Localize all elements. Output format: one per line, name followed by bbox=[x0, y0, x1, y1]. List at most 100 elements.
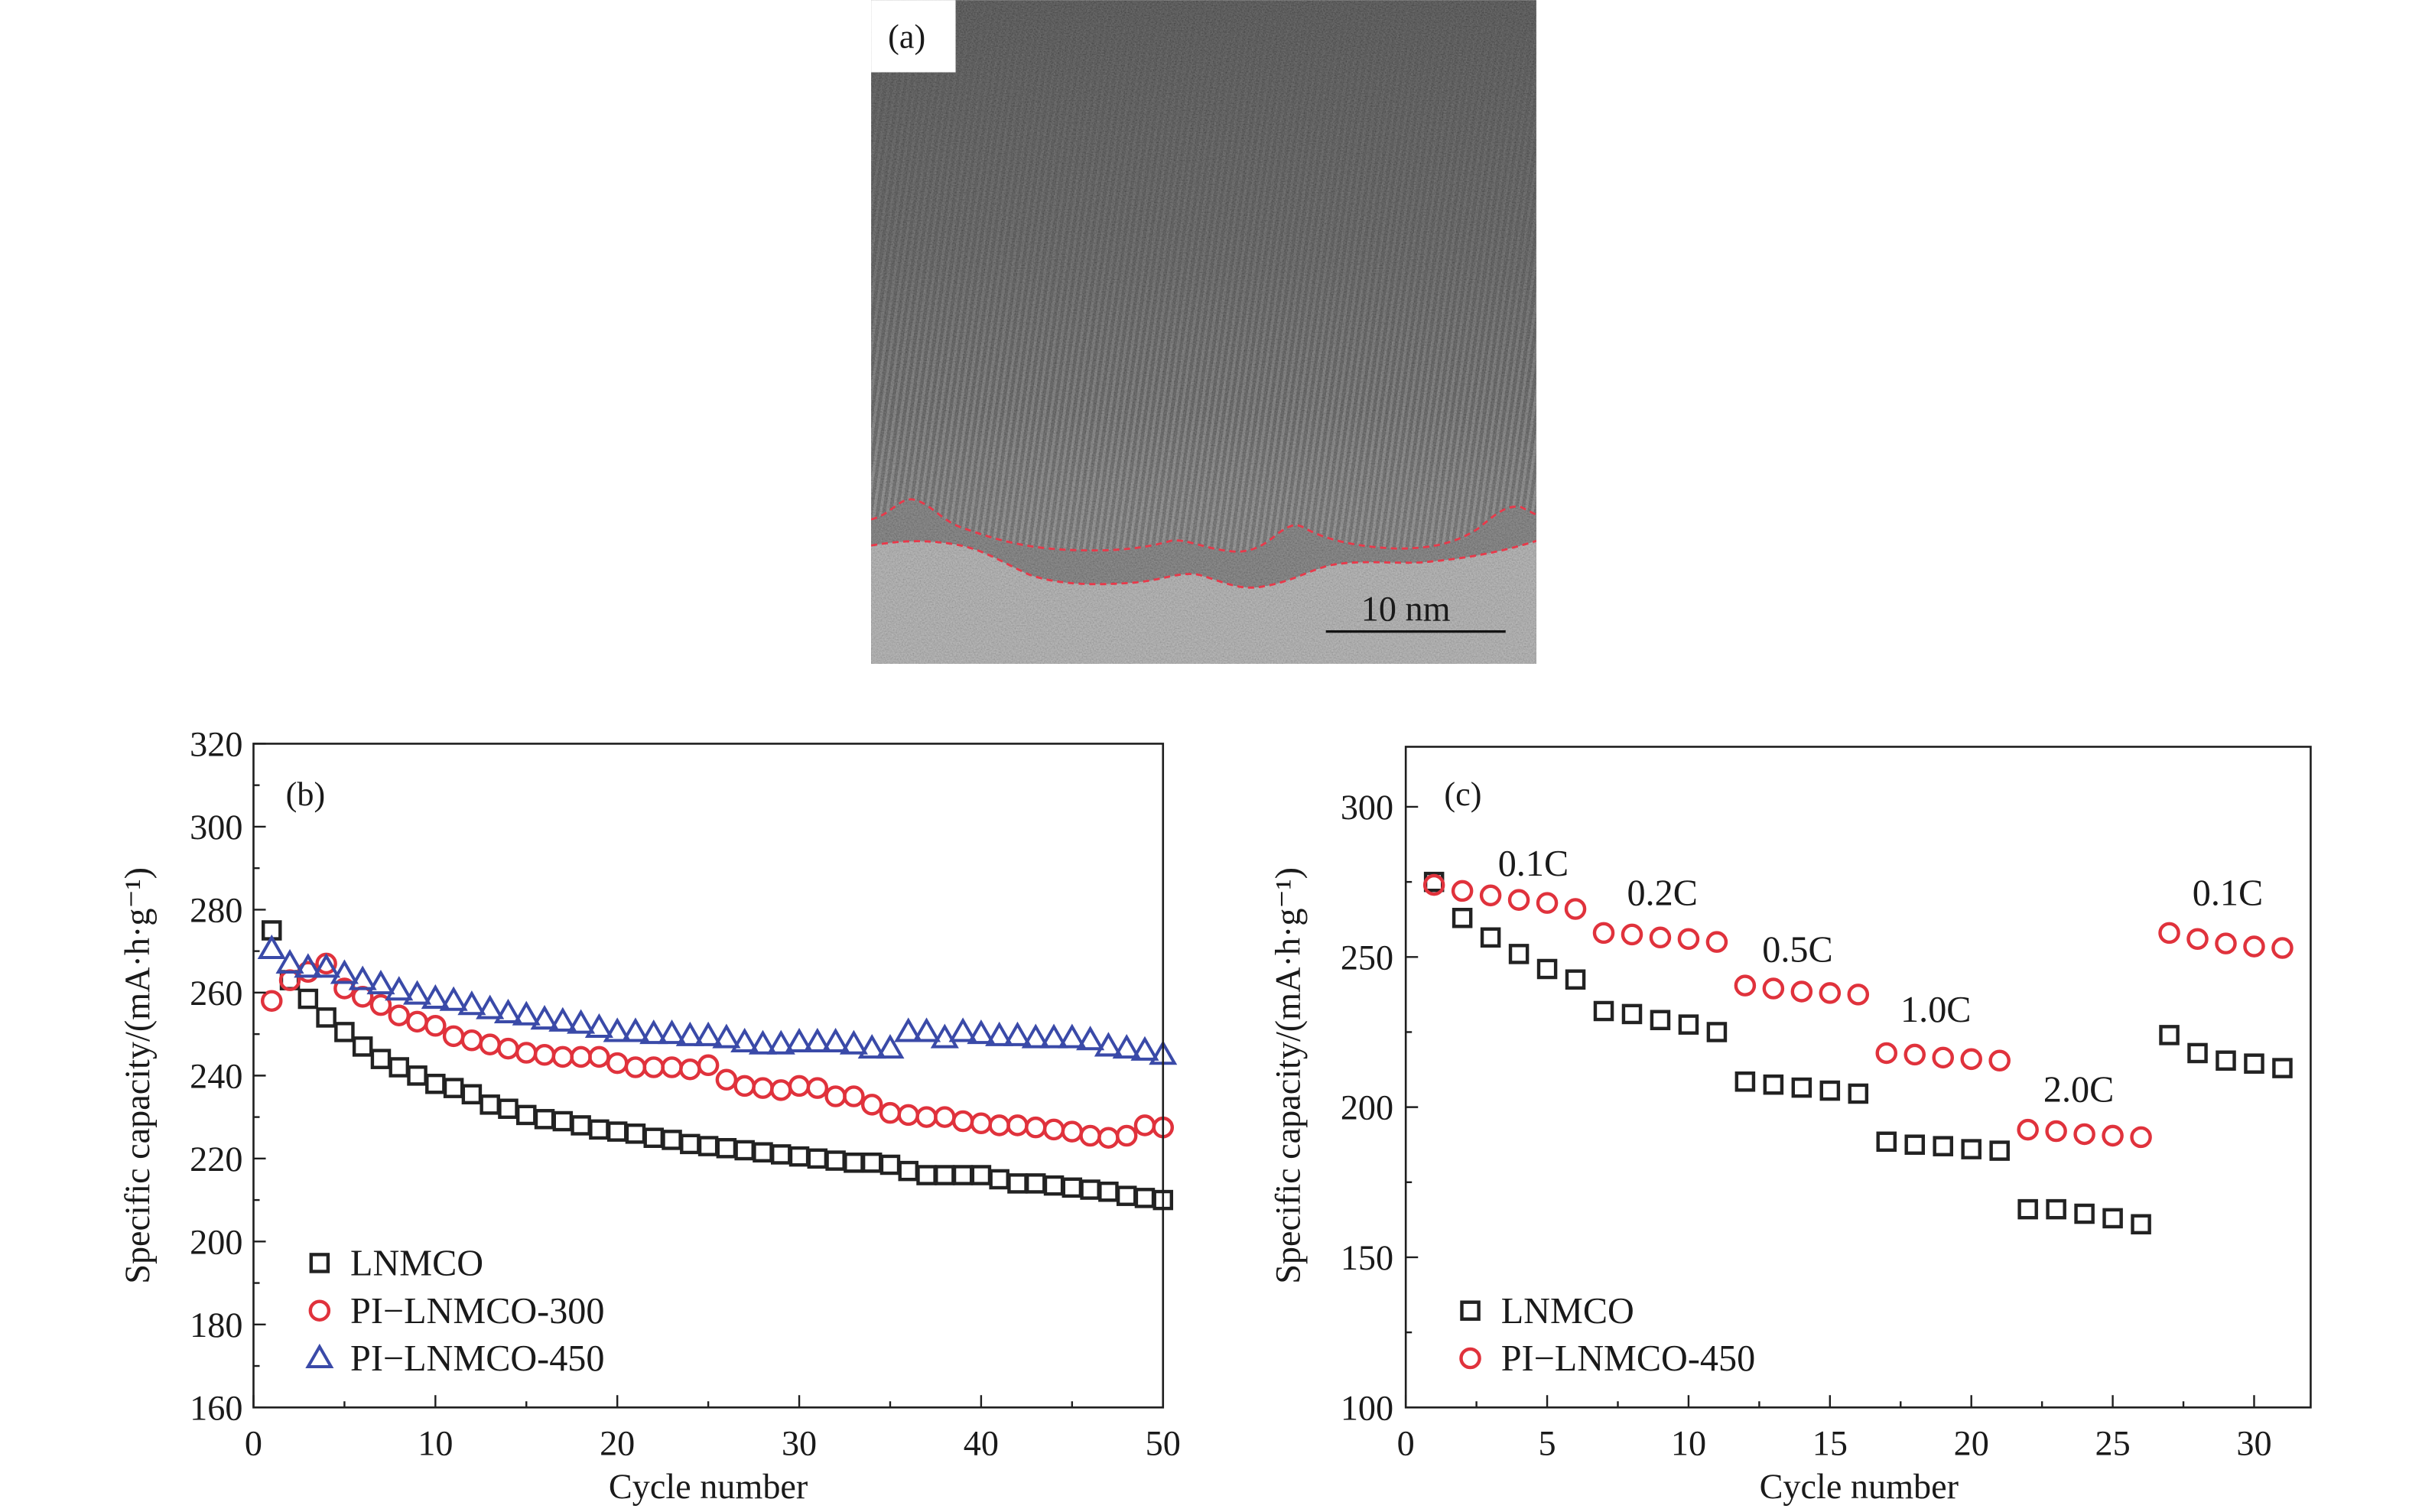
y-tick-label: 260 bbox=[190, 974, 242, 1013]
data-point-lnmco bbox=[2074, 1203, 2095, 1224]
data-point-lnmco bbox=[1791, 1077, 1812, 1098]
data-point-pi-lnmco-450 bbox=[2271, 937, 2294, 959]
chart-b-cycling: (b) Cycle number Specific capacity/(mA·h… bbox=[118, 724, 1181, 1505]
y-tick-label: 250 bbox=[1341, 938, 1393, 977]
data-point-pi-lnmco-450 bbox=[348, 965, 377, 990]
x-tick-label: 15 bbox=[1812, 1424, 1848, 1463]
y-tick-label: 300 bbox=[190, 808, 242, 847]
data-point-pi-lnmco-450 bbox=[312, 953, 341, 978]
data-point-lnmco bbox=[753, 1142, 773, 1162]
data-point-pi-lnmco-300 bbox=[497, 1037, 519, 1060]
data-point-pi-lnmco-450 bbox=[1819, 982, 1842, 1004]
y-tick-label: 180 bbox=[190, 1306, 242, 1345]
y-tick-label: 160 bbox=[190, 1388, 242, 1427]
data-point-pi-lnmco-450 bbox=[1621, 923, 1643, 946]
data-point-pi-lnmco-300 bbox=[1133, 1114, 1156, 1136]
data-point-pi-lnmco-300 bbox=[406, 1010, 428, 1033]
data-point-lnmco bbox=[1650, 1010, 1671, 1031]
data-point-pi-lnmco-450 bbox=[385, 976, 414, 1001]
plot-frame-c bbox=[1404, 746, 2312, 1409]
data-point-pi-lnmco-300 bbox=[843, 1085, 865, 1107]
rate-annotation: 0.1C bbox=[2193, 873, 2263, 913]
data-point-pi-lnmco-450 bbox=[1112, 1034, 1141, 1059]
data-point-pi-lnmco-450 bbox=[567, 1009, 596, 1034]
data-point-pi-lnmco-300 bbox=[260, 990, 283, 1012]
data-point-pi-lnmco-450 bbox=[675, 1021, 704, 1046]
data-point-pi-lnmco-450 bbox=[1988, 1049, 2011, 1072]
panel-label-a: (a) bbox=[888, 18, 925, 55]
data-point-lnmco bbox=[1763, 1074, 1784, 1095]
data-point-pi-lnmco-450 bbox=[1903, 1043, 1926, 1066]
data-point-lnmco bbox=[316, 1007, 336, 1028]
data-point-pi-lnmco-300 bbox=[1115, 1124, 1138, 1147]
data-point-lnmco bbox=[2244, 1053, 2264, 1074]
data-point-pi-lnmco-450 bbox=[2158, 922, 2180, 945]
data-point-lnmco bbox=[1043, 1175, 1065, 1196]
data-point-lnmco bbox=[1876, 1131, 1897, 1153]
data-point-lnmco bbox=[734, 1140, 755, 1161]
legend-marker-lnmco bbox=[1460, 1300, 1481, 1321]
data-point-pi-lnmco-450 bbox=[1734, 974, 1757, 997]
data-point-lnmco bbox=[552, 1110, 574, 1132]
x-tick-label: 0 bbox=[245, 1424, 262, 1463]
data-point-lnmco bbox=[498, 1098, 519, 1120]
data-point-pi-lnmco-450 bbox=[948, 1017, 977, 1042]
data-point-lnmco bbox=[861, 1153, 883, 1173]
data-point-lnmco bbox=[425, 1073, 446, 1094]
y-tick-label: 200 bbox=[190, 1222, 242, 1261]
x-tick-label: 50 bbox=[1146, 1424, 1181, 1463]
rate-annotation: 0.1C bbox=[1498, 844, 1569, 884]
legend-label-lnmco: LNMCO bbox=[350, 1244, 483, 1284]
data-point-pi-lnmco-300 bbox=[606, 1052, 629, 1075]
data-point-pi-lnmco-450 bbox=[1847, 984, 1870, 1006]
data-point-pi-lnmco-300 bbox=[788, 1075, 811, 1097]
data-point-pi-lnmco-450 bbox=[1021, 1023, 1050, 1049]
x-tick-label: 40 bbox=[964, 1424, 999, 1463]
data-point-pi-lnmco-450 bbox=[1003, 1021, 1032, 1046]
y-axis-label-b: Specific capacity/(mA·h·g⁻¹) bbox=[118, 867, 157, 1284]
data-point-lnmco bbox=[916, 1165, 937, 1185]
x-tick-label: 20 bbox=[1954, 1424, 1989, 1463]
data-point-pi-lnmco-450 bbox=[1592, 922, 1615, 945]
data-point-pi-lnmco-300 bbox=[697, 1054, 720, 1077]
data-point-lnmco bbox=[2131, 1214, 2151, 1235]
x-axis-label-c: Cycle number bbox=[1760, 1467, 1959, 1506]
data-point-pi-lnmco-450 bbox=[857, 1034, 886, 1059]
data-point-pi-lnmco-450 bbox=[894, 1017, 923, 1042]
data-point-pi-lnmco-450 bbox=[1422, 873, 1445, 896]
data-point-lnmco bbox=[589, 1119, 610, 1140]
data-point-lnmco bbox=[352, 1036, 373, 1057]
data-point-pi-lnmco-450 bbox=[1130, 1036, 1159, 1061]
data-point-pi-lnmco-300 bbox=[479, 1033, 501, 1055]
legend-c: LNMCO PI−LNMCO-450 bbox=[1501, 1291, 1755, 1379]
data-point-pi-lnmco-300 bbox=[715, 1068, 738, 1091]
y-tick-label: 240 bbox=[190, 1056, 242, 1095]
y-axis-label-c: Specific capacity/(mA·h·g⁻¹) bbox=[1269, 867, 1308, 1284]
data-point-pi-lnmco-300 bbox=[533, 1043, 556, 1066]
interface-boundary-inner bbox=[871, 539, 1536, 589]
data-point-lnmco bbox=[952, 1165, 974, 1185]
data-point-pi-lnmco-300 bbox=[369, 993, 392, 1016]
data-point-pi-lnmco-300 bbox=[460, 1029, 483, 1052]
data-point-pi-lnmco-450 bbox=[1875, 1042, 1898, 1065]
x-tick-label: 10 bbox=[418, 1424, 453, 1463]
data-point-pi-lnmco-450 bbox=[2102, 1124, 2124, 1147]
data-point-lnmco bbox=[370, 1049, 392, 1069]
data-point-pi-lnmco-300 bbox=[879, 1101, 902, 1124]
data-point-lnmco bbox=[1007, 1173, 1028, 1194]
data-point-pi-lnmco-450 bbox=[1932, 1046, 1954, 1069]
data-point-pi-lnmco-450 bbox=[1094, 1032, 1123, 1057]
data-point-lnmco bbox=[1098, 1181, 1119, 1202]
data-point-pi-lnmco-300 bbox=[806, 1077, 829, 1099]
data-point-pi-lnmco-300 bbox=[769, 1079, 792, 1101]
data-point-pi-lnmco-300 bbox=[624, 1056, 647, 1078]
rate-annotation: 0.5C bbox=[1762, 930, 1832, 971]
data-point-pi-lnmco-450 bbox=[275, 948, 304, 974]
data-point-lnmco bbox=[898, 1160, 919, 1182]
data-point-pi-lnmco-450 bbox=[639, 1019, 668, 1045]
data-point-pi-lnmco-450 bbox=[1564, 898, 1587, 920]
data-point-pi-lnmco-450 bbox=[2215, 932, 2237, 954]
data-point-lnmco bbox=[1116, 1185, 1137, 1206]
data-point-lnmco bbox=[1536, 958, 1558, 980]
data-point-pi-lnmco-450 bbox=[985, 1021, 1014, 1046]
